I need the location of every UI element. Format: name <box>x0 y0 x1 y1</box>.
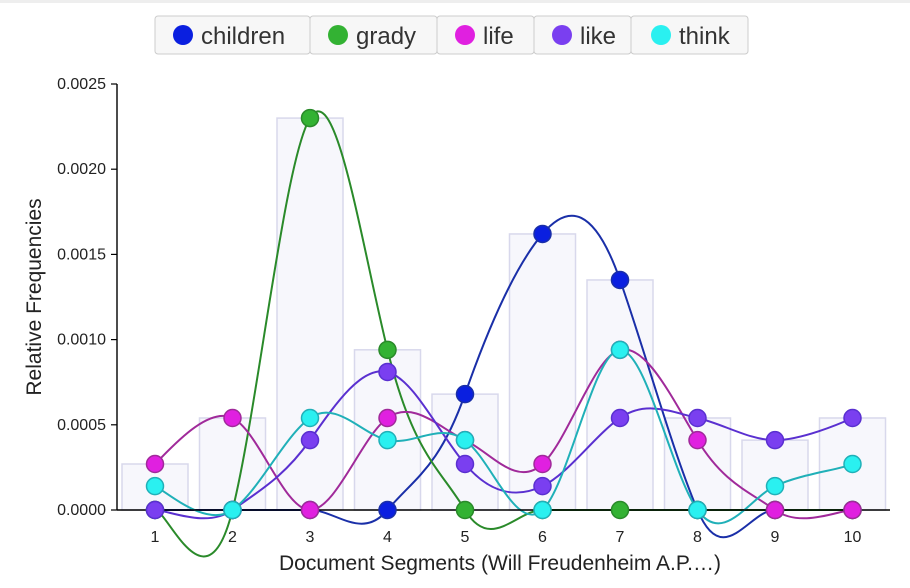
point-grady[interactable] <box>378 340 397 360</box>
point-like[interactable] <box>533 476 552 496</box>
point-children[interactable] <box>533 224 552 244</box>
point-like[interactable] <box>455 454 475 474</box>
point-think[interactable] <box>455 430 475 450</box>
x-tick-label: 8 <box>693 529 702 546</box>
top-border <box>0 0 910 3</box>
point-like[interactable] <box>688 408 707 428</box>
background-bar <box>431 393 499 511</box>
legend-label-think: think <box>679 23 731 50</box>
y-tick-label: 0.0005 <box>57 417 106 434</box>
point-think[interactable] <box>533 500 552 520</box>
point-life[interactable] <box>223 408 242 428</box>
legend-marker-grady <box>328 25 348 45</box>
legend-marker-children <box>173 25 193 45</box>
legend-label-children: children <box>201 23 285 50</box>
x-tick-label: 1 <box>151 529 160 546</box>
point-think[interactable] <box>843 454 862 474</box>
point-life[interactable] <box>378 408 397 428</box>
y-tick-label: 0.0025 <box>57 76 106 93</box>
point-think[interactable] <box>610 340 630 360</box>
series-points <box>145 108 862 520</box>
x-tick-label: 3 <box>306 529 315 546</box>
point-like[interactable] <box>145 500 165 520</box>
background-bar <box>741 439 809 511</box>
background-bars <box>121 117 887 511</box>
x-tick-label: 6 <box>538 529 547 546</box>
point-like[interactable] <box>843 408 862 428</box>
x-tick-label: 5 <box>461 529 470 546</box>
point-think[interactable] <box>378 430 397 450</box>
point-life[interactable] <box>300 500 320 520</box>
x-tick-label: 9 <box>771 529 780 546</box>
point-think[interactable] <box>688 500 707 520</box>
point-life[interactable] <box>533 454 552 474</box>
point-think[interactable] <box>145 476 165 496</box>
legend: children grady life like think <box>154 15 749 55</box>
y-tick-label: 0.0015 <box>57 246 106 263</box>
legend-marker-think <box>651 25 671 45</box>
series-line-life <box>154 348 853 520</box>
legend-marker-life <box>455 25 475 45</box>
point-children[interactable] <box>378 500 397 520</box>
point-life[interactable] <box>688 430 707 450</box>
y-tick-label: 0.0020 <box>57 161 106 178</box>
point-life[interactable] <box>765 500 785 520</box>
point-children[interactable] <box>455 384 475 404</box>
point-life[interactable] <box>145 454 165 474</box>
point-like[interactable] <box>300 430 320 450</box>
y-axis-title: Relative Frequencies <box>23 198 46 395</box>
x-tick-label: 10 <box>844 529 862 546</box>
y-tick-label: 0.0000 <box>57 502 106 519</box>
legend-label-like: like <box>580 23 616 50</box>
series-line-think <box>154 348 853 525</box>
legend-label-life: life <box>483 23 514 50</box>
x-ticks: 1 2 3 4 5 6 7 8 9 10 <box>151 510 862 546</box>
legend-marker-like <box>552 25 572 45</box>
series-lines <box>154 110 853 558</box>
y-tick-label: 0.0010 <box>57 332 106 349</box>
background-bar <box>276 117 344 511</box>
point-like[interactable] <box>378 362 397 382</box>
point-grady[interactable] <box>300 108 320 128</box>
series-line-like <box>154 370 853 520</box>
point-like[interactable] <box>610 408 630 428</box>
x-tick-label: 2 <box>228 529 237 546</box>
x-tick-label: 7 <box>616 529 625 546</box>
legend-label-grady: grady <box>356 23 416 50</box>
point-think[interactable] <box>300 408 320 428</box>
point-grady[interactable] <box>610 500 630 520</box>
x-tick-label: 4 <box>383 529 392 546</box>
point-grady[interactable] <box>455 500 475 520</box>
background-bar <box>198 417 267 511</box>
background-bar <box>586 279 654 511</box>
x-axis-title: Document Segments (Will Freudenheim A.P.… <box>279 552 721 575</box>
point-like[interactable] <box>765 430 785 450</box>
point-think[interactable] <box>765 476 785 496</box>
point-think[interactable] <box>223 500 242 520</box>
y-ticks: 0.0000 0.0005 0.0010 0.0015 0.0020 0.0025 <box>57 76 117 519</box>
point-life[interactable] <box>843 500 862 520</box>
axes <box>116 84 890 511</box>
point-children[interactable] <box>610 270 630 290</box>
